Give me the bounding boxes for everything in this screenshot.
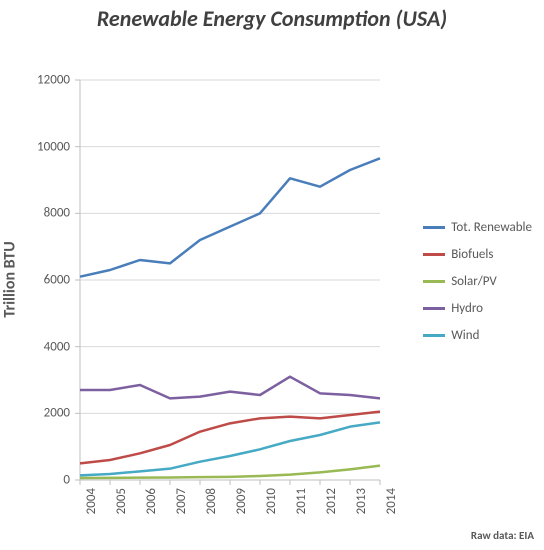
series-line xyxy=(80,422,380,475)
series-line xyxy=(80,158,380,276)
chart-container: Renewable Energy Consumption (USA) Trill… xyxy=(0,0,544,550)
legend-label: Tot. Renewable xyxy=(451,220,532,235)
legend-item: Biofuels xyxy=(423,247,532,262)
legend-item: Tot. Renewable xyxy=(423,220,532,235)
legend-label: Wind xyxy=(451,328,479,343)
legend-swatch xyxy=(423,226,445,229)
legend-swatch xyxy=(423,307,445,310)
legend-swatch xyxy=(423,334,445,337)
legend-label: Hydro xyxy=(451,301,483,316)
legend-item: Wind xyxy=(423,328,532,343)
legend-item: Hydro xyxy=(423,301,532,316)
legend-item: Solar/PV xyxy=(423,274,532,289)
legend-label: Solar/PV xyxy=(451,274,497,289)
legend-swatch xyxy=(423,253,445,256)
legend: Tot. Renewable Biofuels Solar/PV Hydro Wind xyxy=(423,220,532,343)
legend-label: Biofuels xyxy=(451,247,493,262)
legend-swatch xyxy=(423,280,445,283)
series-line xyxy=(80,377,380,399)
credit-text: Raw data: EIA xyxy=(471,529,534,542)
